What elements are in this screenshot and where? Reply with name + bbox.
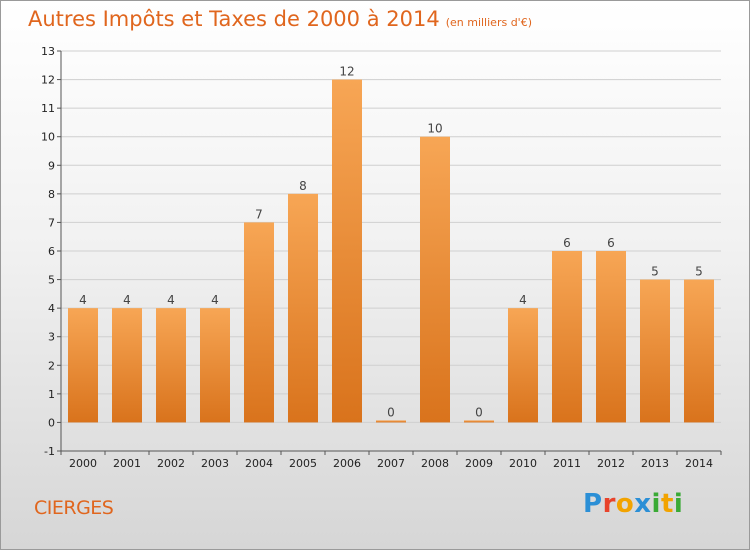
data-label: 12 [339, 65, 354, 79]
bar [508, 308, 538, 423]
x-tick-label: 2012 [597, 457, 625, 470]
x-tick-label: 2005 [289, 457, 317, 470]
bar [156, 308, 186, 423]
data-label: 4 [211, 293, 219, 307]
bar [244, 222, 274, 423]
x-tick-label: 2008 [421, 457, 449, 470]
logo-letter: i [651, 489, 661, 519]
y-tick-label: 13 [41, 45, 55, 58]
x-tick-label: 2010 [509, 457, 537, 470]
logo-letter: o [615, 489, 635, 519]
chart-title: Autres Impôts et Taxes de 2000 à 2014 (en… [28, 7, 532, 31]
y-tick-label: -1 [44, 445, 55, 458]
y-tick-label: 9 [48, 159, 55, 172]
bar [552, 251, 582, 423]
bar [112, 308, 142, 423]
data-label: 10 [427, 122, 442, 136]
y-tick-label: 5 [48, 274, 55, 287]
x-tick-label: 2004 [245, 457, 273, 470]
logo-letter: P [583, 489, 603, 519]
logo-letter: x [634, 489, 652, 519]
chart-unit: (en milliers d'€) [445, 16, 532, 29]
x-tick-label: 2002 [157, 457, 185, 470]
bar [640, 279, 670, 423]
y-tick-label: 10 [41, 131, 55, 144]
data-label: 8 [299, 179, 307, 193]
bar [596, 251, 626, 423]
x-tick-label: 2013 [641, 457, 669, 470]
data-label: 4 [519, 293, 527, 307]
y-tick-label: 12 [41, 74, 55, 87]
logo-letter: r [602, 489, 616, 519]
y-tick-label: 11 [41, 102, 55, 115]
y-tick-label: 3 [48, 331, 55, 344]
data-label: 7 [255, 207, 263, 221]
bar [288, 193, 318, 423]
x-tick-label: 2006 [333, 457, 361, 470]
x-tick-label: 2009 [465, 457, 493, 470]
bar [684, 279, 714, 423]
y-tick-label: 0 [48, 416, 55, 429]
bar [420, 136, 450, 423]
chart-title-text: Autres Impôts et Taxes de 2000 à 2014 [28, 7, 440, 31]
x-tick-label: 2014 [685, 457, 713, 470]
data-label: 0 [387, 405, 395, 419]
data-label: 4 [123, 293, 131, 307]
data-label: 4 [167, 293, 175, 307]
bar [376, 420, 406, 423]
x-tick-label: 2011 [553, 457, 581, 470]
logo-letter: i [673, 489, 684, 519]
bar [332, 79, 362, 423]
data-label: 6 [607, 236, 615, 250]
data-label: 5 [695, 265, 703, 279]
data-label: 4 [79, 293, 87, 307]
data-label: 0 [475, 405, 483, 419]
y-tick-label: 6 [48, 245, 55, 258]
y-tick-label: 1 [48, 388, 55, 401]
bar [68, 308, 98, 423]
y-tick-label: 2 [48, 359, 55, 372]
commune-name: CIERGES [34, 497, 114, 519]
x-tick-label: 2000 [69, 457, 97, 470]
y-tick-label: 8 [48, 188, 55, 201]
logo-letter: t [660, 489, 674, 519]
x-tick-label: 2003 [201, 457, 229, 470]
x-tick-label: 2001 [113, 457, 141, 470]
data-label: 6 [563, 236, 571, 250]
proxiti-logo: Proxiti [583, 489, 683, 519]
bar [464, 420, 494, 423]
bar [200, 308, 230, 423]
y-tick-label: 7 [48, 216, 55, 229]
x-tick-label: 2007 [377, 457, 405, 470]
data-label: 5 [651, 265, 659, 279]
y-tick-label: 4 [48, 302, 55, 315]
